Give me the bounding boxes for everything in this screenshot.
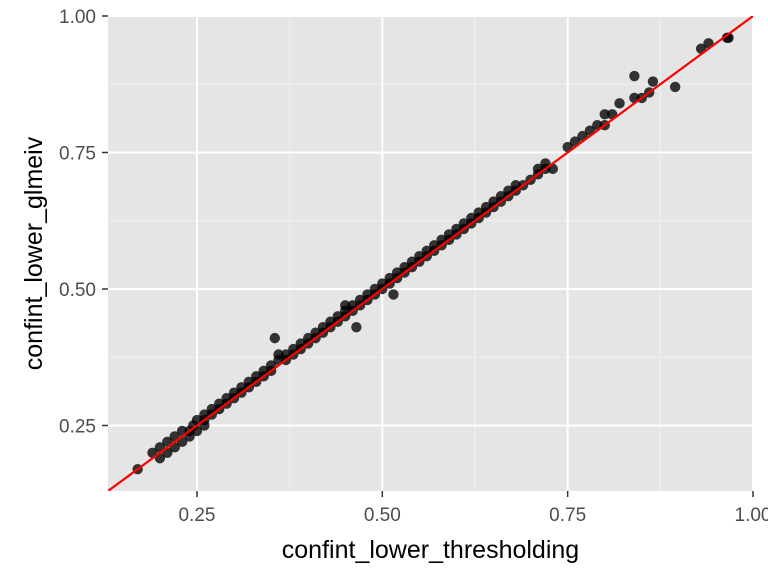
x-axis-ticks: 0.25 0.50 0.75 1.00 xyxy=(178,491,768,526)
major-gridlines xyxy=(108,15,754,491)
identity-reference-line xyxy=(108,16,753,491)
data-point xyxy=(351,322,362,333)
data-point xyxy=(273,349,284,360)
data-point xyxy=(647,76,659,87)
data-point xyxy=(340,300,351,311)
data-point xyxy=(188,420,199,431)
data-point xyxy=(669,81,681,93)
x-tick-label: 1.00 xyxy=(735,505,768,526)
minor-gridlines xyxy=(108,16,753,491)
y-axis-ticks: 0.25 0.50 0.75 1.00 xyxy=(59,7,108,437)
data-point xyxy=(388,289,399,300)
x-tick-label: 0.75 xyxy=(549,505,586,526)
data-point xyxy=(614,98,625,109)
data-point xyxy=(599,109,610,120)
x-tick-label: 0.50 xyxy=(364,505,401,526)
x-axis-title: confint_lower_thresholding xyxy=(282,536,579,564)
data-point xyxy=(629,70,640,82)
y-tick-label: 0.75 xyxy=(59,143,96,164)
data-point xyxy=(269,332,281,344)
y-tick-label: 0.50 xyxy=(59,280,96,301)
y-tick-label: 0.25 xyxy=(59,416,96,437)
y-axis-title: confint_lower_glmeiv xyxy=(20,136,48,370)
y-tick-label: 1.00 xyxy=(59,7,96,28)
x-tick-label: 0.25 xyxy=(178,505,215,526)
